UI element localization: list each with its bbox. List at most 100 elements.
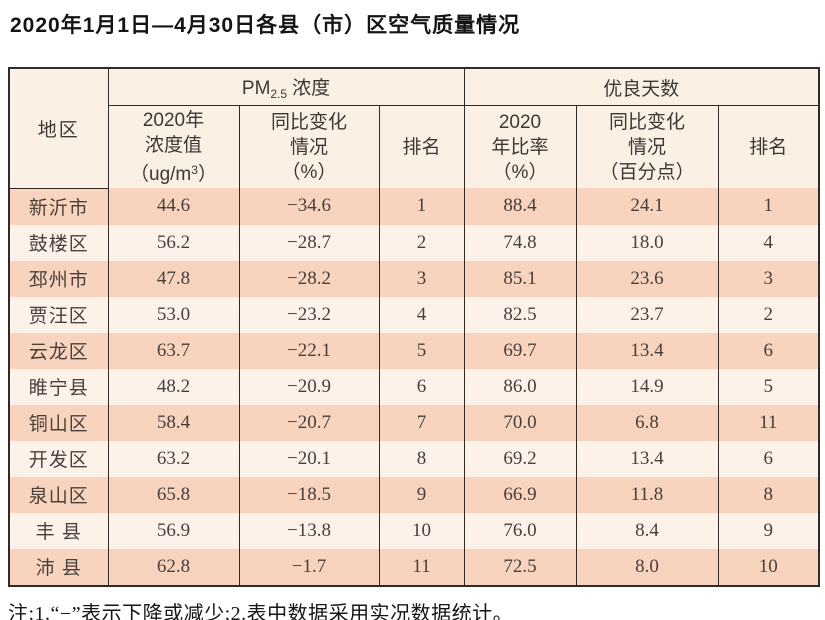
pm-rank-cell: 11 [378, 548, 465, 586]
good-rank-cell: 6 [717, 440, 820, 477]
table-row: 鼓楼区 56.2 −28.7 2 74.8 18.0 4 [8, 224, 820, 261]
good-rank-cell: 9 [717, 512, 820, 549]
pm-rank-cell: 8 [378, 440, 465, 477]
pm-change-cell: −28.7 [238, 224, 380, 261]
good-change-cell: 18.0 [575, 224, 719, 261]
good-rank-cell: 2 [717, 296, 820, 333]
table-row: 泉山区 65.8 −18.5 9 66.9 11.8 8 [8, 476, 820, 513]
pm-change-cell: −23.2 [238, 296, 380, 333]
region-cell: 丰 县 [8, 512, 109, 549]
region-cell: 云龙区 [8, 332, 109, 369]
pm-value-cell: 65.8 [107, 476, 240, 513]
pm-subscript: 2.5 [270, 87, 288, 101]
good-change-cell: 8.4 [575, 512, 719, 549]
table-header: 地区 PM2.5 浓度 优良天数 2020年 浓度值 （ug/m3） 同比变化 情… [8, 68, 820, 189]
pm-value-cell: 56.2 [107, 224, 240, 261]
good-rate-cell: 76.0 [463, 512, 577, 549]
good-change-cell: 8.0 [575, 548, 719, 586]
pm-value-cell: 53.0 [107, 296, 240, 333]
pm-label: PM2.5 浓度 [241, 78, 331, 101]
pm-value-unit: （ug/m3） [130, 162, 217, 185]
good-rank-cell: 5 [717, 368, 820, 405]
good-rate-cell: 66.9 [463, 476, 577, 513]
good-rate-cell: 70.0 [463, 404, 577, 441]
pm-change-cell: −28.2 [238, 260, 380, 297]
good-rate-cell: 74.8 [463, 224, 577, 261]
column-header-good-rate: 2020 年比率 （%） [463, 105, 577, 188]
table-body: 新沂市 44.6 −34.6 1 88.4 24.1 1 鼓楼区 56.2 −2… [8, 188, 820, 586]
pm-value-cell: 63.2 [107, 440, 240, 477]
good-change-cell: 13.4 [575, 440, 719, 477]
column-header-region: 地区 [8, 68, 109, 189]
pm-rank-cell: 7 [378, 404, 465, 441]
pm-value-cell: 47.8 [107, 260, 240, 297]
header-group-row: 地区 PM2.5 浓度 优良天数 [8, 68, 820, 189]
region-cell: 邳州市 [8, 260, 109, 297]
air-quality-table: 地区 PM2.5 浓度 优良天数 2020年 浓度值 （ug/m3） 同比变化 情… [8, 67, 821, 587]
table-row: 云龙区 63.7 −22.1 5 69.7 13.4 6 [8, 332, 820, 369]
table-row: 睢宁县 48.2 −20.9 6 86.0 14.9 5 [8, 368, 820, 405]
table-row: 新沂市 44.6 −34.6 1 88.4 24.1 1 [8, 188, 820, 225]
region-cell: 开发区 [8, 440, 109, 477]
pm-change-cell: −1.7 [238, 548, 380, 586]
region-cell: 鼓楼区 [8, 224, 109, 261]
pm-rank-cell: 3 [378, 260, 465, 297]
good-rate-cell: 72.5 [463, 548, 577, 586]
good-change-cell: 11.8 [575, 476, 719, 513]
region-cell: 泉山区 [8, 476, 109, 513]
page: 2020年1月1日—4月30日各县（市）区空气质量情况 地区 PM2.5 浓度 优… [0, 9, 825, 620]
good-change-cell: 23.7 [575, 296, 719, 333]
column-group-good-days: 优良天数 [463, 68, 820, 106]
pm-value-cell: 48.2 [107, 368, 240, 405]
pm-rank-cell: 5 [378, 332, 465, 369]
good-rank-cell: 8 [717, 476, 820, 513]
good-rate-cell: 69.7 [463, 332, 577, 369]
footnote: 注:1.“−”表示下降或减少;2.表中数据采用实况数据统计。 [8, 603, 514, 620]
header-sub-row: 2020年 浓度值 （ug/m3） 同比变化 情况 （%） 排名 2020 年比… [9, 105, 820, 188]
page-title: 2020年1月1日—4月30日各县（市）区空气质量情况 [10, 14, 521, 37]
good-change-cell: 6.8 [575, 404, 719, 441]
good-rank-cell: 11 [717, 404, 820, 441]
table-row: 贾汪区 53.0 −23.2 4 82.5 23.7 2 [8, 296, 820, 333]
good-rank-cell: 4 [717, 224, 820, 261]
pm-change-cell: −22.1 [238, 332, 380, 369]
region-cell: 铜山区 [8, 404, 109, 441]
good-change-cell: 23.6 [575, 260, 719, 297]
table-row: 邳州市 47.8 −28.2 3 85.1 23.6 3 [8, 260, 820, 297]
good-rank-cell: 3 [717, 260, 820, 297]
pm-value-cell: 63.7 [107, 332, 240, 369]
good-change-cell: 13.4 [575, 332, 719, 369]
pm-change-cell: −34.6 [238, 188, 380, 225]
column-group-pm25: PM2.5 浓度 [107, 68, 465, 106]
pm-value-cell: 62.8 [107, 548, 240, 586]
good-change-cell: 14.9 [575, 368, 719, 405]
pm-change-cell: −20.9 [238, 368, 380, 405]
pm-rank-cell: 9 [378, 476, 465, 513]
good-rate-cell: 82.5 [463, 296, 577, 333]
column-header-pm-rank: 排名 [378, 105, 465, 188]
region-cell: 贾汪区 [8, 296, 109, 333]
good-rank-cell: 6 [717, 332, 820, 369]
column-header-good-change: 同比变化 情况 （百分点） [575, 105, 719, 188]
pm-rank-cell: 10 [378, 512, 465, 549]
pm-value-cell: 56.9 [107, 512, 240, 549]
pm-change-cell: −18.5 [238, 476, 380, 513]
pm-rank-cell: 6 [378, 368, 465, 405]
good-rate-cell: 85.1 [463, 260, 577, 297]
region-cell: 沛 县 [8, 548, 109, 586]
pm-rank-cell: 1 [378, 188, 465, 225]
pm-change-cell: −13.8 [238, 512, 380, 549]
table-row: 丰 县 56.9 −13.8 10 76.0 8.4 9 [8, 512, 820, 549]
good-rank-cell: 1 [717, 188, 820, 225]
good-rate-cell: 88.4 [463, 188, 577, 225]
region-cell: 新沂市 [8, 188, 109, 225]
table-row: 开发区 63.2 −20.1 8 69.2 13.4 6 [8, 440, 820, 477]
pm-change-cell: −20.7 [238, 404, 380, 441]
good-change-cell: 24.1 [575, 188, 719, 225]
table-row: 铜山区 58.4 −20.7 7 70.0 6.8 11 [8, 404, 820, 441]
column-header-pm-value: 2020年 浓度值 （ug/m3） [107, 105, 240, 188]
region-cell: 睢宁县 [8, 368, 109, 405]
pm-rank-cell: 2 [378, 224, 465, 261]
pm-rank-cell: 4 [378, 296, 465, 333]
column-header-pm-change: 同比变化 情况 （%） [238, 105, 380, 188]
